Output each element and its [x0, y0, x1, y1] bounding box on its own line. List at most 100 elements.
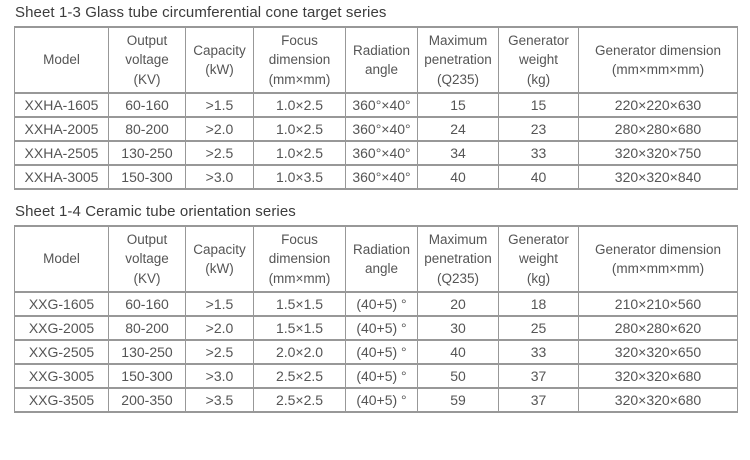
- cell-generator-dimension: 320×320×650: [578, 339, 738, 365]
- cell-model: XXHA-1605: [14, 92, 109, 118]
- cell-generator-dimension: 320×320×680: [578, 363, 738, 389]
- column-header-max-penetration: Maximum penetration (Q235): [417, 26, 499, 94]
- cell-radiation-angle: 360°×40°: [345, 92, 418, 118]
- cell-focus-dimension: 2.5×2.5: [253, 363, 346, 389]
- table-row: XXHA-3005 150-300 >3.0 1.0×3.5 360°×40° 40 40 3…: [14, 164, 738, 190]
- cell-output-voltage: 150-300: [108, 363, 186, 389]
- cell-max-penetration: 59: [417, 387, 499, 413]
- spec-table-sheet-1-4: Model Output voltage (KV) Capacity (kW) Focus d…: [14, 225, 738, 413]
- column-header-line: weight: [518, 52, 559, 68]
- cell-model: XXG-2005: [14, 315, 109, 341]
- cell-capacity: >2.5: [185, 140, 254, 166]
- cell-generator-dimension: 320×320×840: [578, 164, 738, 190]
- cell-focus-dimension: 1.0×2.5: [253, 116, 346, 142]
- column-header-generator-dimension: Generator dimension (mm×mm×mm): [578, 26, 738, 94]
- cell-capacity: >1.5: [185, 291, 254, 317]
- column-header-line: Output: [126, 231, 168, 247]
- header-row: Model Output voltage (KV) Capacity (kW) Focus d…: [14, 225, 738, 293]
- cell-capacity: >3.0: [185, 164, 254, 190]
- column-header-line: Maximum: [428, 231, 488, 247]
- column-header-line: dimension: [268, 251, 331, 267]
- cell-generator-dimension: 210×210×560: [578, 291, 738, 317]
- cell-generator-weight: 33: [498, 140, 579, 166]
- column-header-capacity: Capacity (kW): [185, 26, 254, 94]
- column-header-line: Radiation: [352, 241, 411, 257]
- column-header-line: (kg): [526, 270, 551, 286]
- table-row: XXG-2505 130-250 >2.5 2.0×2.0 (40+5) ° 40 33 32…: [14, 339, 738, 365]
- column-header-line: voltage: [125, 251, 169, 267]
- column-header-line: angle: [364, 62, 399, 77]
- cell-generator-weight: 25: [498, 315, 579, 341]
- cell-max-penetration: 24: [417, 116, 499, 142]
- table-row: XXHA-2005 80-200 >2.0 1.0×2.5 360°×40° 24 23 28…: [14, 116, 738, 142]
- cell-model: XXG-3505: [14, 387, 109, 413]
- column-header-line: Model: [43, 251, 80, 267]
- cell-radiation-angle: (40+5) °: [345, 387, 418, 413]
- cell-model: XXG-3005: [14, 363, 109, 389]
- column-header-output-voltage: Output voltage (KV): [108, 225, 186, 293]
- cell-focus-dimension: 2.5×2.5: [253, 387, 346, 413]
- column-header-line: (mm×mm): [268, 71, 331, 87]
- cell-focus-dimension: 1.0×3.5: [253, 164, 346, 190]
- column-header-line: (KV): [133, 270, 161, 286]
- column-header-line: Maximum: [428, 32, 488, 48]
- cell-output-voltage: 130-250: [108, 140, 186, 166]
- column-header-line: penetration: [424, 52, 492, 68]
- cell-focus-dimension: 1.5×1.5: [253, 315, 346, 341]
- cell-generator-weight: 40: [498, 164, 579, 190]
- column-header-line: (kg): [526, 71, 551, 87]
- column-header-model: Model: [14, 26, 109, 94]
- column-header-line: Radiation: [352, 42, 411, 58]
- column-header-line: Capacity: [193, 241, 246, 257]
- cell-capacity: >2.0: [185, 315, 254, 341]
- column-header-line: Focus: [281, 231, 318, 247]
- cell-focus-dimension: 1.5×1.5: [253, 291, 346, 317]
- cell-generator-dimension: 220×220×630: [578, 92, 738, 118]
- column-header-line: (Q235): [436, 270, 480, 286]
- cell-radiation-angle: 360°×40°: [345, 140, 418, 166]
- cell-output-voltage: 60-160: [108, 291, 186, 317]
- cell-model: XXHA-2505: [14, 140, 109, 166]
- cell-focus-dimension: 2.0×2.0: [253, 339, 346, 365]
- cell-capacity: >1.5: [185, 92, 254, 118]
- column-header-radiation-angle: Radiation angle: [345, 26, 418, 94]
- cell-capacity: >3.0: [185, 363, 254, 389]
- column-header-generator-weight: Generator weight (kg): [498, 26, 579, 94]
- cell-model: XXHA-2005: [14, 116, 109, 142]
- table-row: XXHA-1605 60-160 >1.5 1.0×2.5 360°×40° 15 15 22…: [14, 92, 738, 118]
- column-header-radiation-angle: Radiation angle: [345, 225, 418, 293]
- column-header-line: angle: [364, 261, 399, 276]
- column-header-model: Model: [14, 225, 109, 293]
- cell-max-penetration: 50: [417, 363, 499, 389]
- column-header-line: (kW): [205, 261, 234, 276]
- cell-capacity: >2.5: [185, 339, 254, 365]
- section-sheet-1-3: Sheet 1-3 Glass tube circumferential con…: [14, 4, 738, 190]
- cell-max-penetration: 20: [417, 291, 499, 317]
- cell-generator-weight: 37: [498, 363, 579, 389]
- column-header-line: voltage: [125, 52, 169, 68]
- cell-capacity: >3.5: [185, 387, 254, 413]
- cell-model: XXG-2505: [14, 339, 109, 365]
- column-header-line: Focus: [281, 32, 318, 48]
- column-header-focus-dimension: Focus dimension (mm×mm): [253, 225, 346, 293]
- column-header-line: Generator: [508, 231, 569, 247]
- cell-generator-weight: 33: [498, 339, 579, 365]
- column-header-line: Output: [126, 32, 168, 48]
- cell-focus-dimension: 1.0×2.5: [253, 92, 346, 118]
- cell-radiation-angle: (40+5) °: [345, 291, 418, 317]
- column-header-line: Model: [43, 52, 80, 68]
- column-header-line: penetration: [424, 251, 492, 267]
- column-header-line: (mm×mm×mm): [611, 261, 705, 276]
- cell-output-voltage: 200-350: [108, 387, 186, 413]
- cell-output-voltage: 60-160: [108, 92, 186, 118]
- cell-radiation-angle: 360°×40°: [345, 164, 418, 190]
- column-header-line: (KV): [133, 71, 161, 87]
- spec-table-sheet-1-3: Model Output voltage (KV) Capacity (kW) Focus d…: [14, 26, 738, 190]
- cell-model: XXHA-3005: [14, 164, 109, 190]
- cell-output-voltage: 130-250: [108, 339, 186, 365]
- sheet-1-3-title: Sheet 1-3 Glass tube circumferential con…: [15, 4, 387, 21]
- cell-max-penetration: 30: [417, 315, 499, 341]
- cell-max-penetration: 40: [417, 164, 499, 190]
- column-header-line: weight: [518, 251, 559, 267]
- cell-model: XXG-1605: [14, 291, 109, 317]
